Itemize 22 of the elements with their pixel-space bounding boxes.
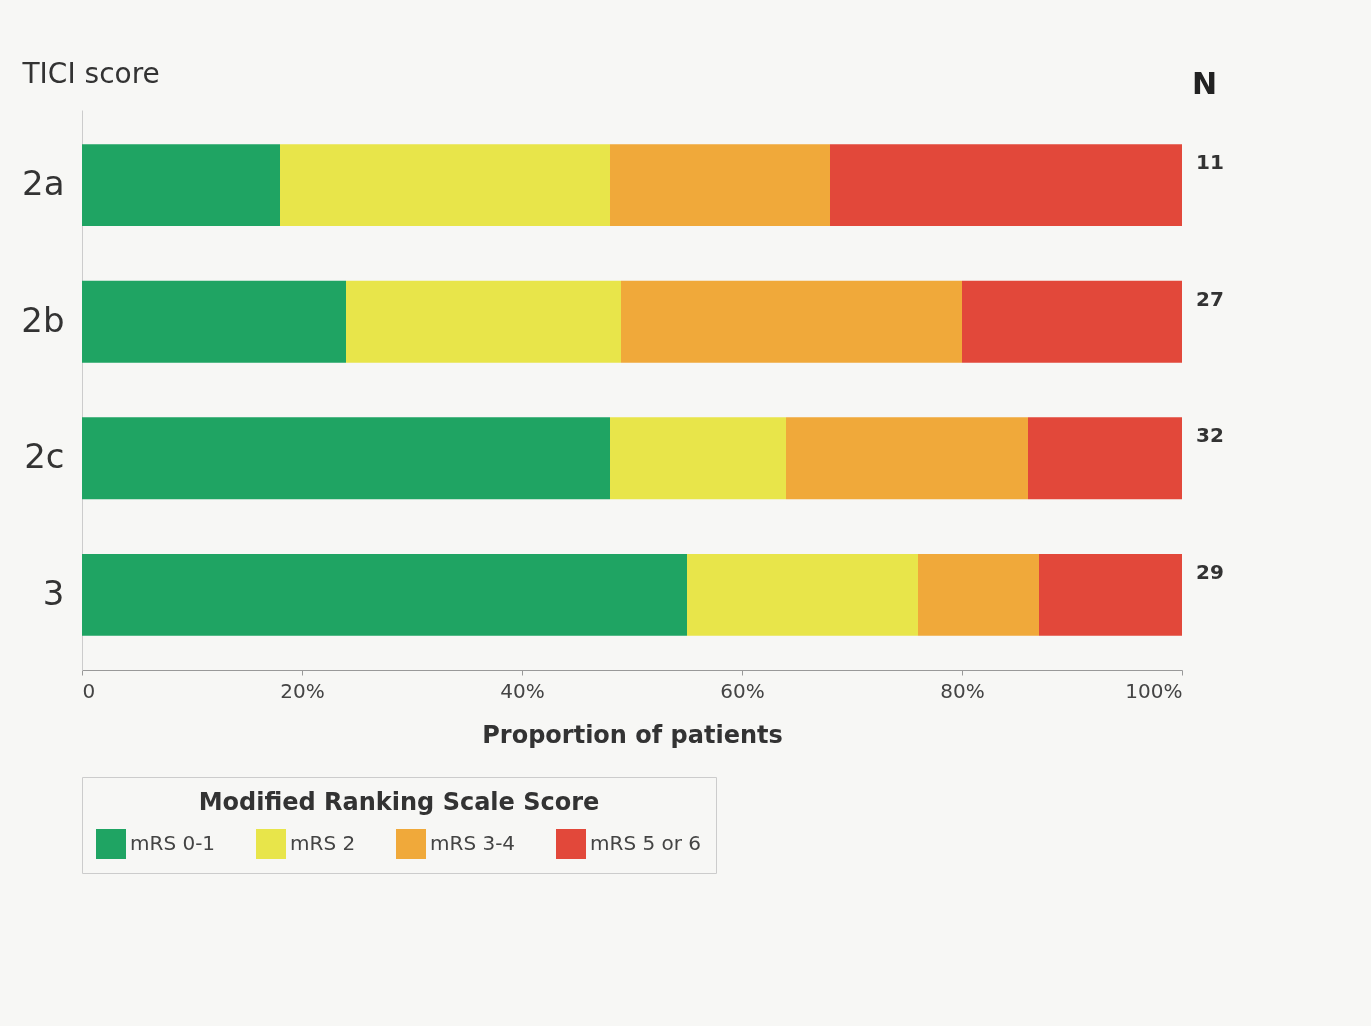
x-tick-label: 80% bbox=[940, 678, 985, 703]
x-tick-label: 40% bbox=[500, 678, 545, 703]
x-tick-label: 20% bbox=[280, 678, 325, 703]
x-tick-label: 0 bbox=[82, 678, 96, 703]
legend-label: mRS 5 or 6 bbox=[590, 831, 702, 855]
y-tick-label: 2c bbox=[24, 436, 65, 477]
text: 11 bbox=[1196, 150, 1224, 175]
y-axis-title: TICI score bbox=[21, 56, 160, 90]
legend-label: mRS 2 bbox=[290, 831, 356, 855]
text: 32 bbox=[1196, 423, 1224, 448]
legend-label: mRS 3-4 bbox=[430, 831, 516, 855]
y-tick-label: 2b bbox=[21, 299, 65, 340]
legend-title: Modified Ranking Scale Score bbox=[198, 788, 600, 816]
text: 27 bbox=[1196, 286, 1224, 311]
y-tick-label: 2a bbox=[22, 163, 65, 204]
legend-label: mRS 0-1 bbox=[130, 831, 216, 855]
y-tick-label: 3 bbox=[42, 572, 65, 613]
text: 29 bbox=[1196, 559, 1224, 584]
text: N bbox=[1192, 66, 1218, 101]
x-tick-label: 60% bbox=[720, 678, 765, 703]
x-tick-label: 100% bbox=[1125, 678, 1183, 703]
x-axis-title: Proportion of patients bbox=[482, 720, 783, 749]
